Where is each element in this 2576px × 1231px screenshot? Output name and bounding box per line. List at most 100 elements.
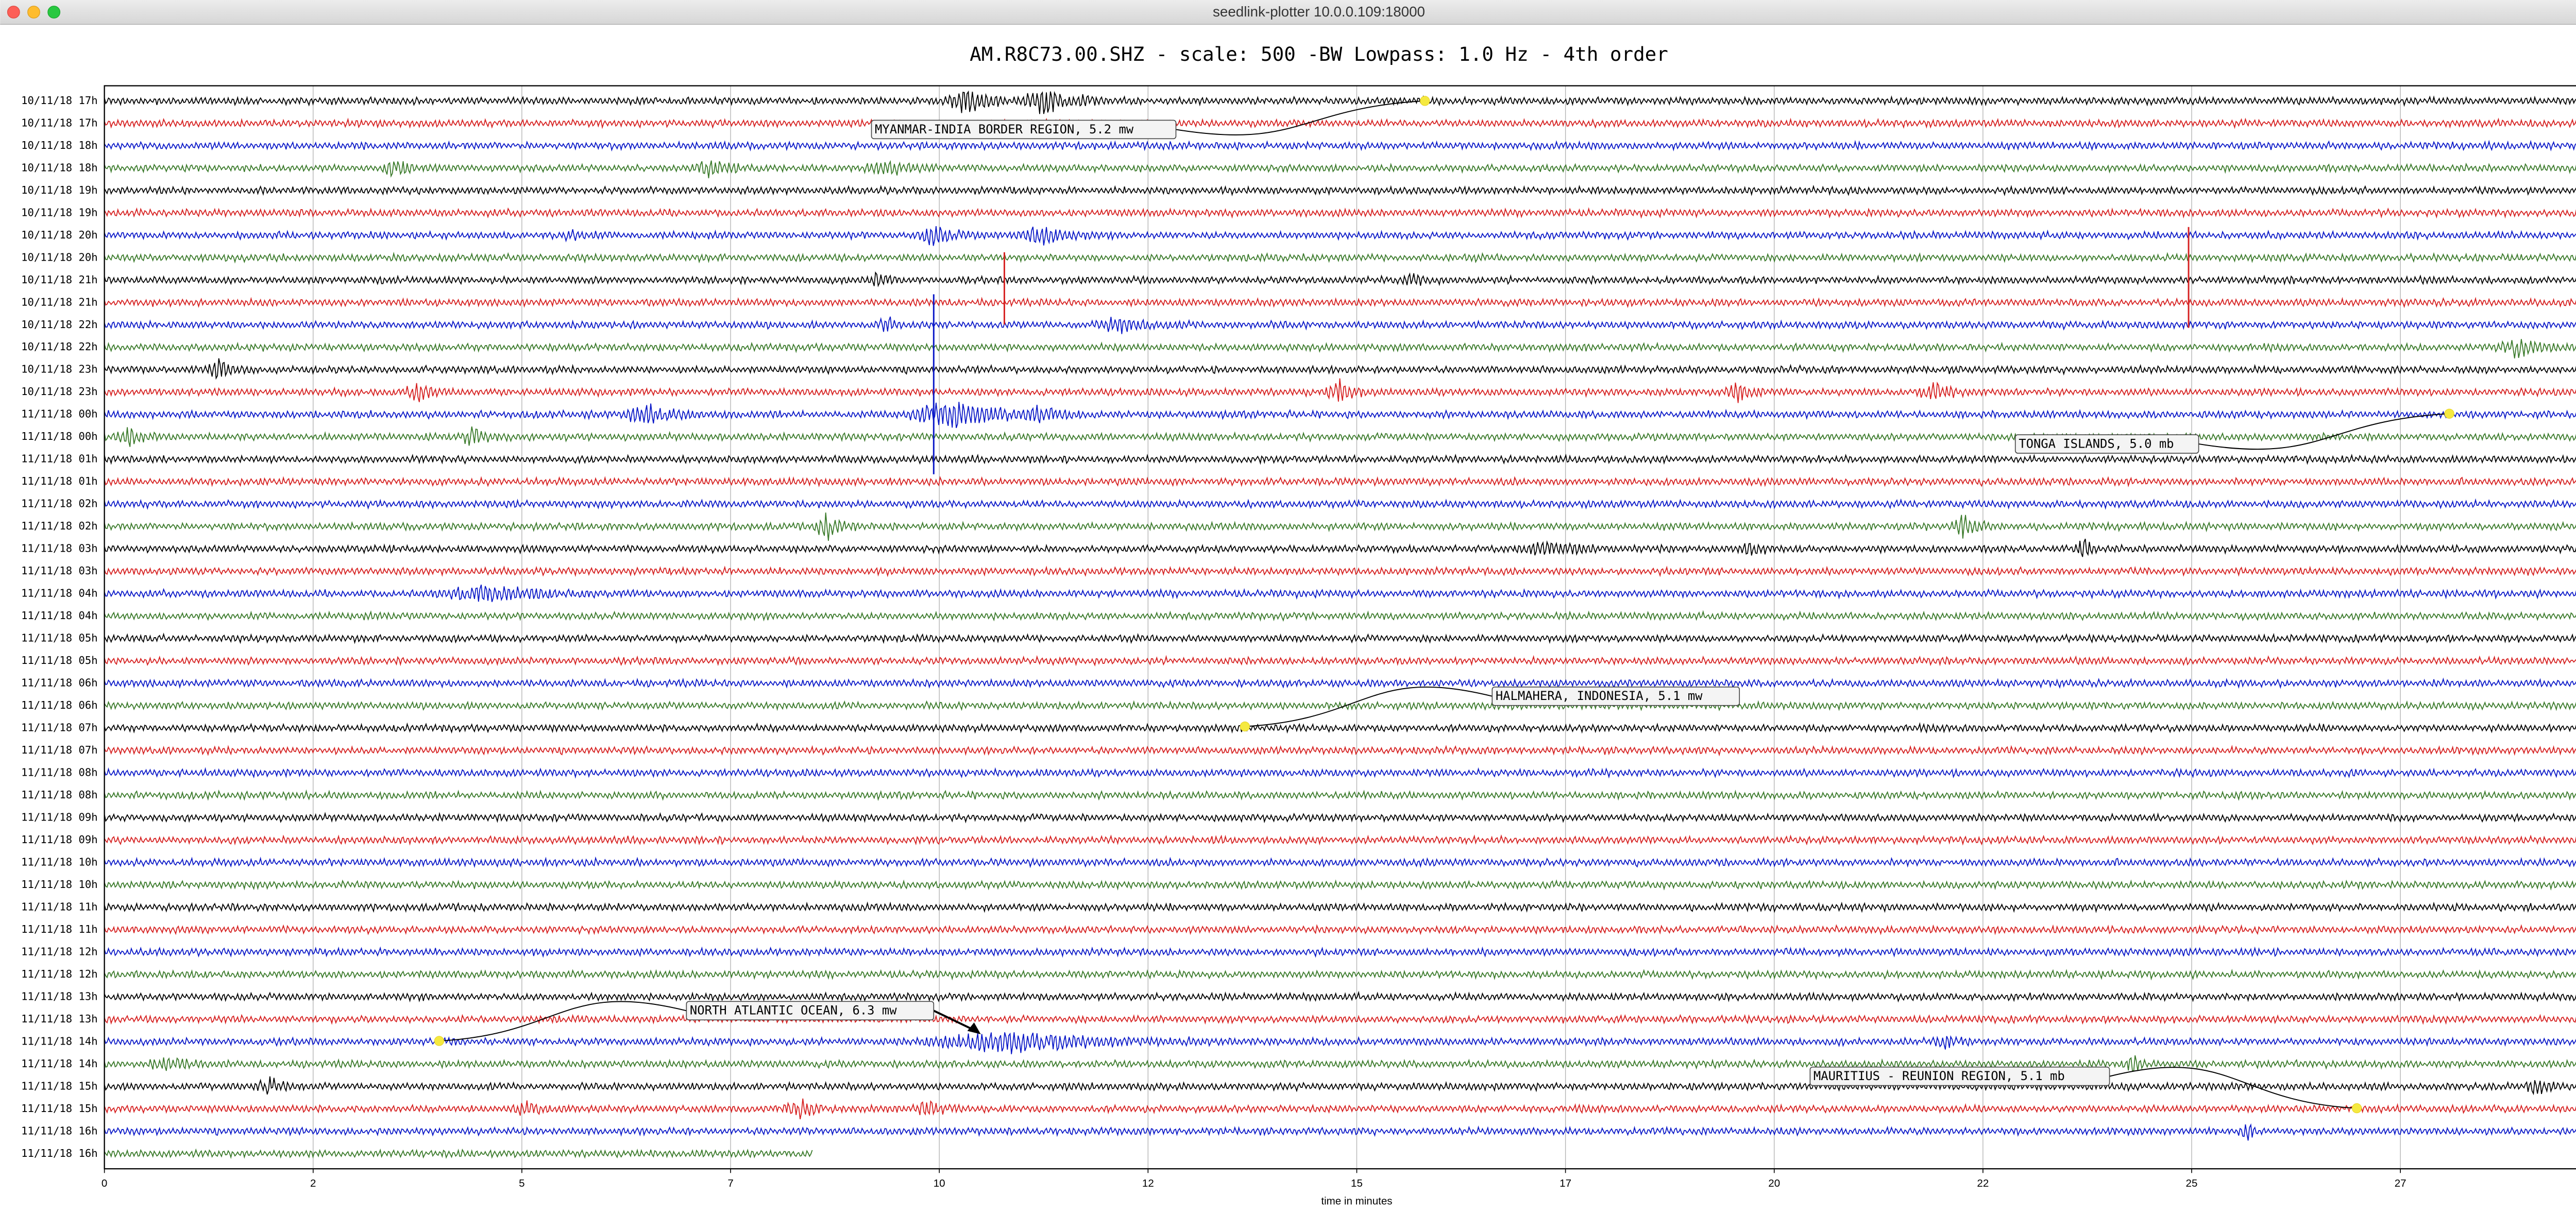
row-label: 10/11/18 18h — [21, 161, 97, 174]
annotation-box — [686, 1001, 935, 1021]
row-label: 11/11/18 01h — [21, 475, 97, 487]
row-label: 10/11/18 23h — [21, 363, 97, 375]
x-tick-label: 2 — [310, 1177, 316, 1189]
row-label: 11/11/18 13h — [21, 990, 97, 1002]
trace — [104, 834, 2576, 846]
trace — [104, 339, 2576, 358]
row-label: 11/11/18 02h — [21, 520, 97, 532]
annotation-arrowhead — [967, 1022, 981, 1034]
trace — [104, 117, 2576, 129]
row-label: 11/11/18 04h — [21, 609, 97, 622]
close-button[interactable] — [7, 6, 20, 19]
trace — [104, 767, 2576, 779]
x-tick-label: 15 — [1351, 1177, 1363, 1189]
x-tick-label: 27 — [2395, 1177, 2406, 1189]
annotation-text: MAURITIUS - REUNION REGION, 5.1 mb — [1814, 1069, 2065, 1083]
chart-title: AM.R8C73.00.SHZ - scale: 500 -BW Lowpass… — [970, 43, 1668, 65]
x-tick-label: 0 — [101, 1177, 107, 1189]
row-label: 11/11/18 13h — [21, 1013, 97, 1025]
annotation-box — [871, 119, 1177, 140]
row-label: 11/11/18 05h — [21, 654, 97, 666]
row-label: 11/11/18 03h — [21, 565, 97, 577]
row-label: 10/11/18 19h — [21, 184, 97, 196]
trace — [104, 566, 2576, 577]
trace — [104, 316, 2576, 334]
row-label: 11/11/18 10h — [21, 878, 97, 891]
row-label: 11/11/18 07h — [21, 722, 97, 734]
x-tick-label: 12 — [1142, 1177, 1154, 1189]
x-tick-label: 17 — [1560, 1177, 1571, 1189]
trace — [104, 584, 2576, 602]
trace — [104, 722, 2576, 734]
row-label: 10/11/18 17h — [21, 116, 97, 129]
row-label: 10/11/18 22h — [21, 340, 97, 353]
annotation-connector — [2198, 413, 2450, 450]
trace — [104, 1076, 2576, 1096]
row-label: 11/11/18 03h — [21, 542, 97, 555]
trace — [104, 1148, 813, 1159]
row-label: 10/11/18 21h — [21, 296, 97, 308]
row-label: 11/11/18 11h — [21, 923, 97, 935]
annotation-text: MYANMAR-INDIA BORDER REGION, 5.2 mw — [875, 122, 1134, 136]
minimize-button[interactable] — [27, 6, 40, 19]
annotation-connector — [1176, 100, 1425, 135]
trace — [104, 358, 2576, 380]
row-label: 10/11/18 18h — [21, 139, 97, 151]
trace — [104, 140, 2576, 152]
trace — [104, 632, 2576, 644]
row-label: 11/11/18 12h — [21, 968, 97, 980]
annotation-connector — [1245, 687, 1493, 727]
title-bar — [0, 0, 2576, 25]
trace — [104, 207, 2576, 219]
x-axis-label: time in minutes — [1321, 1195, 1392, 1207]
trace — [104, 226, 2576, 246]
event-marker — [2351, 1103, 2362, 1114]
x-tick-label: 7 — [727, 1177, 733, 1189]
x-tick-label: 22 — [1977, 1177, 1989, 1189]
trace — [104, 475, 2576, 488]
trace — [104, 789, 2576, 801]
row-label: 11/11/18 07h — [21, 744, 97, 756]
annotation-box — [1492, 686, 1740, 706]
row-label: 11/11/18 05h — [21, 632, 97, 644]
row-label: 11/11/18 08h — [21, 766, 97, 779]
row-label: 10/11/18 21h — [21, 273, 97, 286]
row-label: 11/11/18 15h — [21, 1102, 97, 1115]
annotation-box — [2014, 434, 2199, 454]
annotation-text: HALMAHERA, INDONESIA, 5.1 mw — [1496, 689, 1703, 703]
trace — [104, 538, 2576, 557]
row-label: 11/11/18 06h — [21, 677, 97, 689]
row-label: 11/11/18 09h — [21, 833, 97, 846]
trace — [104, 924, 2576, 935]
trace — [104, 1098, 2576, 1120]
row-label: 11/11/18 16h — [21, 1147, 97, 1159]
row-label: 11/11/18 16h — [21, 1124, 97, 1137]
trace — [104, 184, 2576, 197]
plot-frame — [104, 85, 2576, 1170]
trace — [104, 90, 2576, 114]
trace — [104, 968, 2576, 981]
x-tick-label: 10 — [934, 1177, 945, 1189]
trace — [104, 946, 2576, 958]
row-label: 11/11/18 09h — [21, 811, 97, 823]
row-label: 11/11/18 12h — [21, 945, 97, 958]
zoom-button[interactable] — [47, 6, 61, 19]
event-marker — [1420, 96, 1430, 106]
row-label: 11/11/18 06h — [21, 699, 97, 711]
annotation-connector — [439, 1001, 687, 1042]
trace — [104, 1055, 2576, 1072]
trace — [104, 677, 2576, 689]
trace — [104, 610, 2576, 622]
annotation-arrow — [933, 1010, 975, 1031]
trace — [104, 378, 2576, 403]
row-label: 10/11/18 22h — [21, 318, 97, 331]
annotation-text: NORTH ATLANTIC OCEAN, 6.3 mw — [690, 1003, 897, 1018]
trace — [104, 990, 2576, 1003]
row-label: 11/11/18 00h — [21, 408, 97, 420]
row-label: 11/11/18 08h — [21, 789, 97, 801]
trace — [104, 498, 2576, 510]
trace — [104, 655, 2576, 666]
trace — [104, 812, 2576, 824]
row-label: 11/11/18 04h — [21, 587, 97, 600]
